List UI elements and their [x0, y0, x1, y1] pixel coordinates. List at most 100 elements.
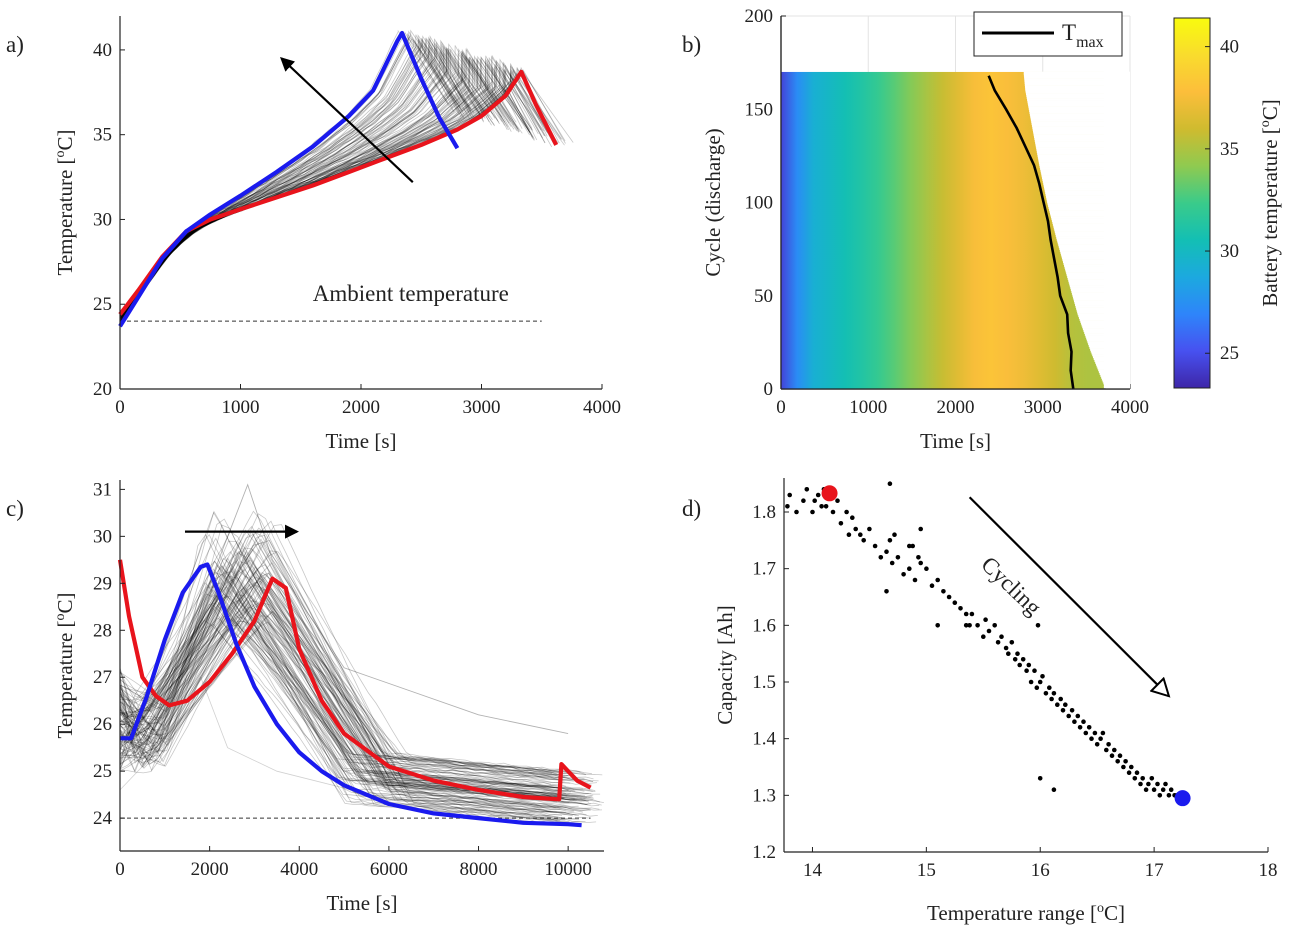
cycle-curve — [120, 561, 570, 823]
heat-row — [781, 277, 1104, 280]
heat-row — [781, 157, 1104, 161]
data-point — [1149, 776, 1155, 781]
heat-row-mask — [1092, 355, 1130, 359]
cycle-curve — [120, 54, 518, 321]
x-axis-label: Time [s] — [920, 429, 991, 453]
data-point — [1100, 730, 1106, 736]
heat-row — [781, 258, 1104, 261]
panel-d: d)14 15 16 17 181.21.31.41.51.61.71.8Cycling… — [682, 478, 1278, 925]
data-point — [1032, 668, 1037, 673]
data-point — [1094, 742, 1100, 747]
heat-row — [781, 200, 1104, 204]
heat-row-mask — [1086, 336, 1130, 340]
heat-row — [781, 374, 1104, 377]
heat-row-mask — [1095, 360, 1130, 364]
cycle-curve — [120, 34, 472, 326]
heat-row — [781, 292, 1104, 295]
data-point — [889, 560, 895, 566]
heat-row — [781, 361, 1104, 364]
y-axis-label-sup: o — [53, 150, 68, 157]
data-point — [878, 555, 884, 560]
heat-row — [781, 103, 1104, 107]
heat-row — [781, 265, 1104, 269]
heat-row — [781, 170, 1104, 174]
heat-row-mask — [1028, 107, 1130, 111]
data-point — [884, 589, 889, 594]
heat-row-mask — [1040, 168, 1130, 172]
data-point — [1051, 691, 1057, 696]
heat-row-mask — [1087, 340, 1130, 344]
heat-row — [781, 286, 1104, 289]
data-point — [801, 498, 806, 504]
heat-row-mask — [1026, 94, 1130, 98]
x-tick-label-3: 17 — [1145, 860, 1164, 881]
heat-row-mask — [1048, 204, 1130, 208]
heat-row — [781, 111, 1104, 114]
heat-row-mask — [1084, 330, 1130, 334]
colorbar-label-main: Battery temperature [ — [1258, 127, 1282, 307]
heat-row-mask — [1038, 161, 1130, 165]
data-point — [1051, 787, 1057, 792]
heat-row — [781, 334, 1104, 338]
heat-row-mask — [1080, 321, 1130, 325]
heat-row-mask — [1061, 256, 1130, 260]
heat-row-mask — [1036, 148, 1130, 152]
cycle-curve — [120, 45, 493, 323]
cycle-curve — [120, 41, 485, 324]
data-point — [1112, 747, 1117, 753]
heat-row — [781, 239, 1104, 243]
heat-row — [781, 221, 1104, 224]
heat-row-mask — [1065, 267, 1130, 271]
heat-row — [781, 198, 1104, 202]
data-point — [1166, 793, 1172, 798]
cycle-curve — [120, 624, 563, 791]
heat-row-mask — [1104, 384, 1130, 389]
heat-row-mask — [1027, 97, 1130, 101]
heat-row-mask — [1034, 136, 1130, 140]
cycle-curve — [120, 48, 510, 321]
heat-row-mask — [1057, 239, 1130, 243]
aging-arrow — [280, 57, 414, 183]
heat-row — [781, 213, 1104, 217]
data-point — [1160, 787, 1166, 792]
cycle-curve — [120, 586, 587, 816]
heat-row — [781, 122, 1104, 125]
heat-row-mask — [1058, 245, 1130, 249]
heat-row — [781, 250, 1104, 254]
heat-row-mask — [1024, 77, 1130, 81]
heat-row-mask — [1066, 273, 1130, 277]
heat-row-mask — [1067, 274, 1130, 278]
heat-row-mask — [1042, 176, 1130, 180]
cycle-curve — [120, 539, 592, 797]
data-point — [946, 594, 952, 600]
cycle-curve — [120, 56, 533, 321]
heat-row-mask — [1024, 82, 1130, 86]
data-point — [884, 549, 889, 554]
heat-row-mask — [1066, 271, 1130, 275]
cycle-curve — [120, 37, 472, 325]
cycle-curve — [120, 43, 503, 323]
data-point — [1040, 674, 1045, 679]
heat-row — [781, 230, 1104, 233]
cycle-curve — [120, 588, 586, 823]
cycle-curve — [120, 38, 460, 326]
data-point — [867, 526, 872, 532]
heat-row — [781, 269, 1104, 273]
heat-row — [781, 351, 1104, 355]
heat-row — [781, 139, 1104, 142]
data-point — [1098, 736, 1103, 741]
y-tick-label-1: 50 — [754, 286, 773, 307]
heat-row-mask — [1091, 351, 1130, 355]
heat-row-mask — [1101, 375, 1130, 379]
cycle-curve — [120, 602, 562, 781]
data-point — [1028, 679, 1034, 685]
heat-row-mask — [1093, 356, 1130, 361]
x-tick-label-2: 4000 — [280, 859, 318, 880]
heat-row — [781, 306, 1104, 310]
x-tick-label-2: 2000 — [937, 397, 975, 418]
cycle-curve — [120, 608, 579, 817]
x-tick-label-2: 2000 — [342, 397, 380, 418]
heat-row — [781, 75, 1104, 79]
cycle-curve — [120, 610, 578, 780]
cycle-curve — [120, 575, 561, 776]
